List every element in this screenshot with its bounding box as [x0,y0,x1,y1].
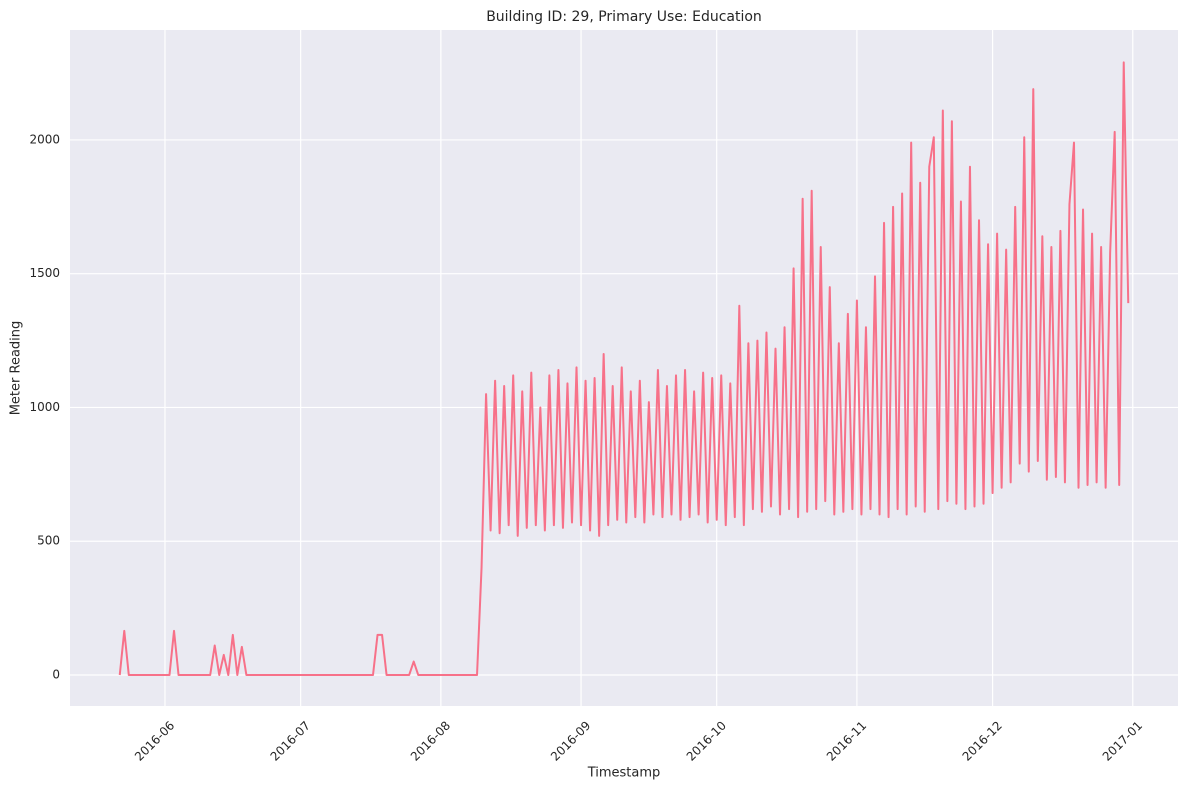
x-tick-label: 2016-12 [960,718,1005,763]
y-tick-label: 0 [52,667,60,681]
x-tick-label: 2016-09 [548,718,593,763]
data-line [118,61,1130,676]
x-tick-label: 2016-10 [684,718,729,763]
x-axis-label: Timestamp [587,766,661,781]
x-tick-label: 2016-11 [824,718,869,763]
y-tick-label: 1000 [29,400,60,414]
x-tick-label: 2016-06 [132,718,177,763]
marks [118,61,1130,676]
x-tick-label: 2016-08 [408,718,453,763]
y-tick-label: 1500 [29,266,60,280]
plot-area [70,30,1178,706]
y-tick-label: 2000 [29,132,60,146]
y-tick-label: 500 [37,534,60,548]
x-tick-label: 2016-07 [268,718,313,763]
y-axis-label: Meter Reading [9,321,24,416]
x-tick-label: 2017-01 [1100,718,1145,763]
grid [70,30,1178,706]
chart-title: Building ID: 29, Primary Use: Education [486,9,762,25]
